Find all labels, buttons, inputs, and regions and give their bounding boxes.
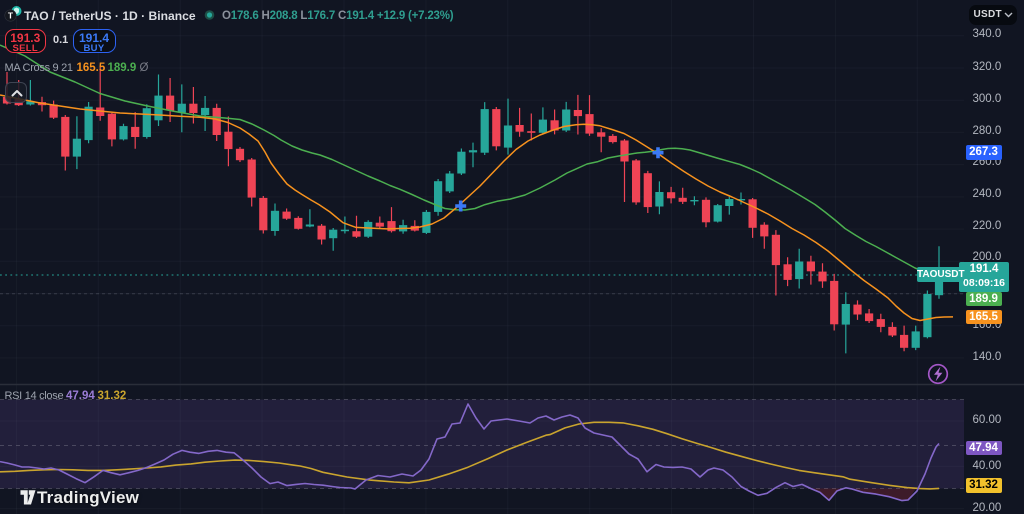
svg-text:T: T bbox=[8, 11, 14, 21]
